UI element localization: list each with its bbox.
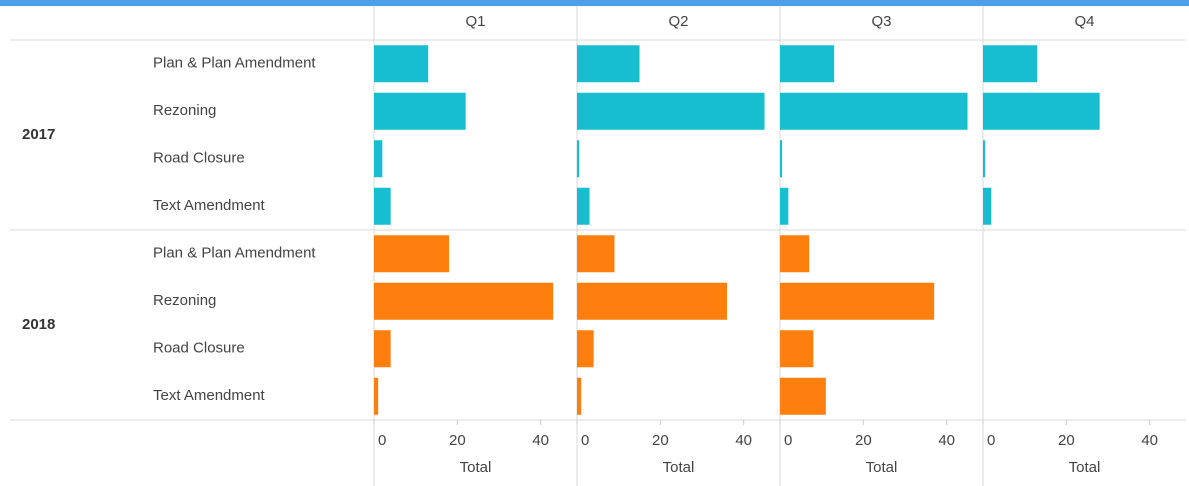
bar [780,377,826,415]
x-tick-label: 0 [784,432,792,449]
bar [577,187,590,225]
bar [374,92,466,130]
x-axis-title: Total [1069,459,1101,476]
column-header: Q2 [668,13,688,30]
x-axis-title: Total [663,459,695,476]
bar [780,45,835,83]
bar [374,187,391,225]
x-tick-label: 0 [581,432,589,449]
bar [577,45,640,83]
year-label: 2018 [22,316,55,333]
bar [983,92,1100,130]
bar [780,92,968,130]
bar [983,45,1038,83]
column-header: Q1 [465,13,485,30]
category-label: Text Amendment [153,387,266,404]
bar [983,140,986,178]
bar [577,330,594,368]
bar [983,187,992,225]
bar [780,187,789,225]
bar [577,92,765,130]
bar [374,282,554,320]
x-tick-label: 40 [1141,432,1158,449]
x-tick-label: 20 [652,432,669,449]
bar [374,45,429,83]
category-label: Plan & Plan Amendment [153,245,316,262]
bar [374,140,383,178]
year-label: 2017 [22,126,55,143]
x-tick-label: 40 [532,432,549,449]
x-tick-label: 20 [1058,432,1075,449]
bar [780,282,935,320]
category-label: Text Amendment [153,197,266,214]
bar [780,235,810,273]
x-tick-label: 0 [987,432,995,449]
top-bar [0,0,1189,6]
bar [374,330,391,368]
bar [577,377,582,415]
column-header: Q3 [871,13,891,30]
x-tick-label: 0 [378,432,386,449]
bar [780,140,783,178]
category-label: Plan & Plan Amendment [153,55,316,72]
bar [577,140,580,178]
bar [780,330,814,368]
x-axis-title: Total [866,459,898,476]
category-label: Rezoning [153,292,216,309]
category-label: Road Closure [153,340,245,357]
bar [374,377,379,415]
x-tick-label: 40 [938,432,955,449]
bar [374,235,449,273]
bar [577,235,615,273]
bar [577,282,727,320]
x-tick-label: 20 [449,432,466,449]
x-tick-label: 20 [855,432,872,449]
x-axis-title: Total [460,459,492,476]
category-label: Road Closure [153,150,245,167]
column-header: Q4 [1074,13,1094,30]
x-tick-label: 40 [735,432,752,449]
category-label: Rezoning [153,102,216,119]
